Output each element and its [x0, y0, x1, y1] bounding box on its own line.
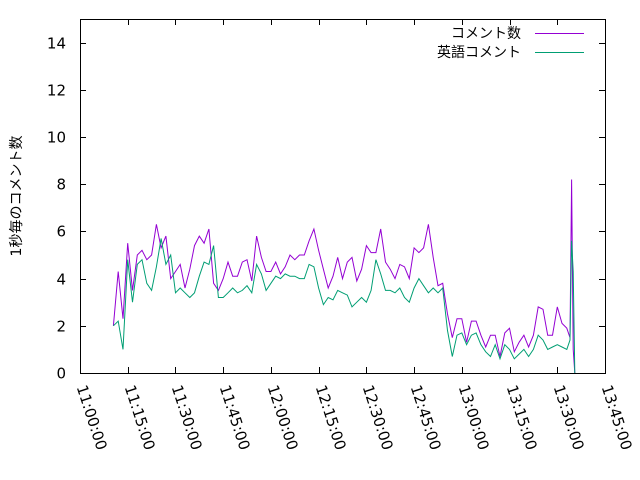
- y-tick-label: 0: [56, 365, 66, 383]
- y-axis: 0 2 4 6 8 10 12 14: [47, 35, 605, 383]
- x-tick-label: 11:00:00: [73, 383, 111, 453]
- x-tick-label: 12:15:00: [312, 383, 350, 453]
- y-tick-label: 12: [47, 82, 66, 100]
- y-tick-label: 4: [56, 271, 66, 289]
- x-tick-label: 12:30:00: [359, 383, 397, 453]
- y-tick-label: 6: [56, 223, 66, 241]
- plot-frame: [80, 19, 606, 374]
- x-tick-label: 12:45:00: [407, 383, 445, 453]
- y-axis-label: 1秒毎のコメント数: [9, 136, 25, 257]
- y-tick-label: 10: [47, 129, 66, 147]
- series-layer: [112, 179, 576, 374]
- series-line-1: [113, 238, 576, 374]
- x-axis: 11:00:00 11:15:00 11:30:00 11:45:00 12:00:00…: [73, 19, 636, 452]
- x-tick-label: 13:00:00: [455, 383, 493, 453]
- x-tick-label: 12:00:00: [264, 383, 302, 453]
- legend-label-0: コメント数: [451, 26, 521, 42]
- x-tick-label: 11:30:00: [168, 383, 206, 453]
- series-line-0: [112, 179, 576, 374]
- x-tick-label: 11:15:00: [121, 383, 159, 453]
- x-tick-label: 13:15:00: [503, 383, 541, 453]
- legend-label-1: 英語コメント: [437, 44, 521, 61]
- y-tick-label: 8: [56, 176, 66, 194]
- y-tick-label: 14: [47, 35, 66, 53]
- x-tick-label: 13:30:00: [550, 383, 588, 453]
- x-tick-label: 13:45:00: [598, 383, 636, 453]
- x-tick-label: 11:45:00: [216, 383, 254, 453]
- y-tick-label: 2: [56, 318, 66, 336]
